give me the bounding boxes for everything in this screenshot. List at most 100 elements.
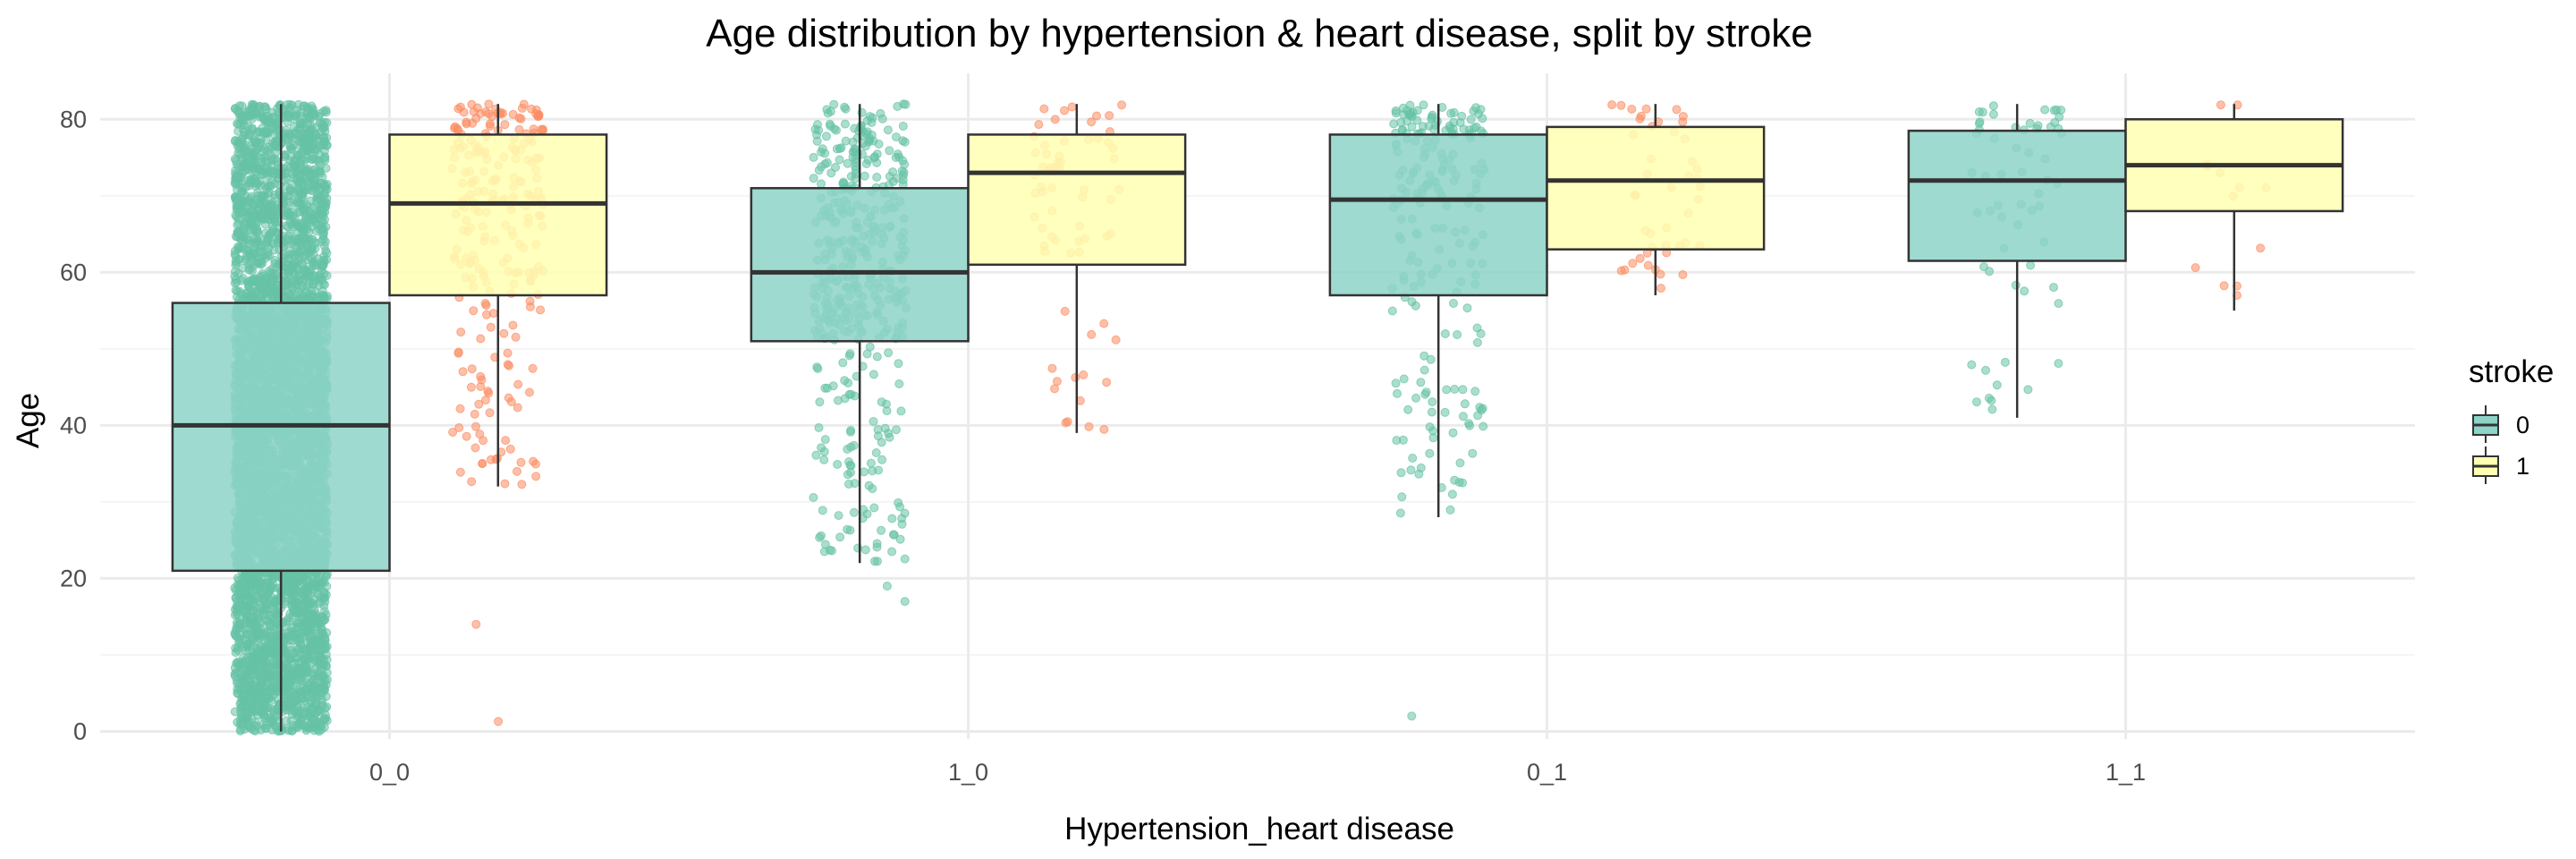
jitter-point: [256, 157, 266, 167]
jitter-point: [297, 233, 307, 242]
jitter-point: [272, 710, 282, 719]
jitter-point: [295, 207, 305, 217]
jitter-point: [233, 119, 242, 129]
jitter-point: [272, 207, 282, 217]
jitter-point: [311, 217, 321, 227]
jitter-point: [253, 614, 263, 623]
jitter-point: [283, 100, 292, 109]
jitter-point: [251, 627, 261, 636]
jitter-point: [244, 147, 254, 156]
jitter-point: [257, 695, 267, 704]
jitter-point: [246, 191, 256, 201]
jitter-point: [318, 234, 328, 244]
jitter-point: [249, 292, 258, 301]
jitter-point: [290, 115, 300, 123]
jitter-point: [301, 251, 310, 260]
jitter-point: [258, 259, 267, 268]
jitter-point: [833, 460, 843, 469]
jitter-point: [282, 702, 292, 711]
jitter-point: [234, 618, 244, 628]
jitter-point: [248, 249, 258, 259]
jitter-point: [295, 123, 305, 133]
jitter-point: [258, 276, 268, 286]
jitter-point: [233, 140, 242, 150]
jitter-point: [270, 140, 280, 149]
jitter-point: [898, 122, 908, 131]
jitter-point: [849, 507, 859, 517]
jitter-point: [320, 593, 330, 602]
jitter-point: [321, 107, 331, 117]
jitter-point: [815, 397, 825, 407]
jitter-point: [240, 127, 249, 137]
jitter-point: [320, 713, 330, 723]
jitter-point: [233, 610, 243, 619]
jitter-point: [298, 676, 308, 686]
jitter-point: [307, 705, 317, 715]
jitter-point: [292, 219, 302, 229]
jitter-point: [259, 114, 269, 123]
jitter-point: [322, 675, 332, 685]
jitter-point: [298, 187, 308, 197]
jitter-point: [319, 655, 329, 665]
jitter-point: [301, 624, 311, 634]
jitter-point: [238, 225, 248, 234]
jitter-point: [318, 200, 327, 209]
jitter-point: [262, 600, 272, 609]
jitter-point: [283, 724, 292, 734]
jitter-point: [275, 230, 284, 240]
jitter-point: [258, 197, 268, 207]
jitter-point: [244, 577, 254, 587]
jitter-point: [246, 642, 255, 651]
jitter-point: [231, 156, 241, 166]
jitter-point: [256, 138, 266, 148]
jitter-point: [232, 171, 242, 181]
jitter-point: [233, 645, 242, 655]
jitter-point: [296, 149, 306, 158]
jitter-point: [263, 128, 273, 138]
jitter-point: [265, 619, 275, 629]
jitter-point: [233, 185, 242, 195]
jitter-point: [885, 146, 894, 156]
jitter-point: [240, 657, 250, 667]
jitter-point: [250, 663, 260, 673]
jitter-point: [295, 587, 305, 597]
jitter-point: [242, 292, 251, 302]
jitter-point: [303, 216, 312, 225]
jitter-point: [291, 242, 301, 252]
jitter-point: [260, 219, 270, 229]
jitter-point: [267, 725, 277, 735]
jitter-point: [304, 720, 314, 730]
jitter-point: [900, 554, 910, 564]
jitter-point: [293, 702, 302, 711]
jitter-point: [284, 250, 294, 259]
jitter-point: [250, 174, 259, 183]
jitter-point: [885, 432, 894, 442]
jitter-point: [838, 358, 848, 368]
jitter-point: [320, 293, 330, 303]
jitter-point: [319, 685, 329, 694]
jitter-point: [819, 455, 829, 464]
jitter-point: [290, 722, 300, 732]
jitter-point: [860, 467, 869, 477]
jitter-point: [243, 239, 253, 248]
jitter-point: [231, 592, 241, 602]
jitter-point: [322, 582, 332, 591]
jitter-point: [249, 600, 258, 610]
jitter-point: [236, 630, 246, 640]
jitter-point: [260, 580, 270, 590]
jitter-point: [234, 208, 244, 218]
jitter-point: [292, 197, 302, 207]
jitter-point: [262, 184, 272, 194]
jitter-point: [253, 646, 263, 656]
jitter-point: [295, 157, 305, 167]
jitter-point: [301, 200, 311, 209]
jitter-point: [319, 607, 329, 617]
chart-title: Age distribution by hypertension & heart…: [706, 12, 1813, 55]
jitter-point: [320, 703, 330, 713]
jitter-point: [255, 672, 265, 682]
jitter-point: [268, 583, 277, 593]
jitter-point: [298, 633, 308, 642]
jitter-point: [249, 261, 258, 271]
jitter-point: [817, 443, 826, 453]
